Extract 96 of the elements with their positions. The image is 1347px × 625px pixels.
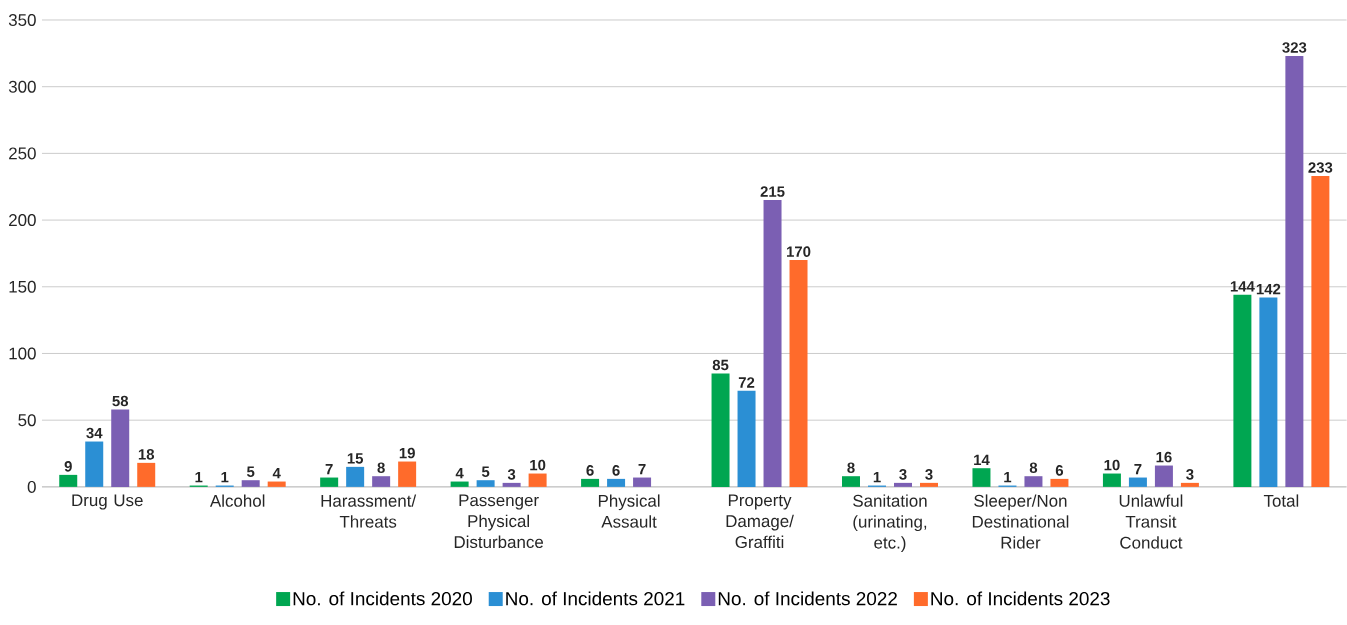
data-label: 10 — [1104, 459, 1120, 471]
bar — [476, 480, 495, 487]
data-label: 8 — [847, 462, 855, 474]
data-label: 9 — [64, 461, 72, 472]
data-label: 144 — [1230, 281, 1255, 292]
bar — [137, 462, 156, 487]
data-label: 7 — [325, 464, 333, 475]
y-tick-label: 200 — [9, 214, 36, 227]
data-label: 4 — [272, 468, 281, 479]
data-label: 233 — [1308, 162, 1333, 173]
bar — [842, 476, 860, 487]
bar — [894, 482, 912, 487]
data-label: 3 — [507, 469, 516, 480]
data-label: 3 — [899, 469, 907, 480]
x-tick-label: Unlawful Transit Conduct — [1119, 494, 1183, 549]
bar — [1259, 297, 1278, 487]
data-label: 170 — [787, 246, 811, 257]
bar — [59, 474, 78, 487]
data-label: 1 — [195, 472, 203, 483]
bar — [372, 476, 391, 487]
data-label: 85 — [712, 359, 729, 371]
bar — [1102, 473, 1121, 487]
data-label: 15 — [347, 453, 364, 464]
bar — [398, 461, 417, 487]
bar — [85, 441, 104, 487]
data-label: 18 — [138, 449, 155, 460]
data-label: 16 — [1156, 451, 1172, 463]
bar — [711, 373, 730, 487]
x-tick-label: Sanitation (urinating, etc.) — [853, 494, 927, 553]
bar — [1233, 294, 1252, 487]
bar — [346, 466, 365, 487]
x-tick-label: Physical Assault — [598, 494, 660, 528]
bar — [737, 390, 756, 487]
legend-label: No. of Incidents 2020 — [293, 591, 472, 606]
data-label: 323 — [1282, 42, 1307, 53]
data-label: 6 — [586, 465, 594, 476]
bar — [528, 473, 547, 487]
x-tick-label: Alcohol — [209, 494, 265, 507]
data-label: 7 — [1134, 464, 1142, 475]
y-tick-label: 100 — [9, 347, 36, 360]
data-label: 142 — [1256, 283, 1281, 295]
data-label: 7 — [638, 464, 646, 475]
x-tick-label: Passenger Physical Disturbance — [454, 494, 544, 549]
y-tick-label: 350 — [8, 14, 36, 27]
bar — [607, 478, 626, 487]
bar — [267, 481, 286, 487]
bar — [972, 468, 991, 487]
x-tick-label: Property Damage/ Graffiti — [726, 494, 794, 549]
bar — [450, 481, 469, 487]
legend-label: No. of Incidents 2022 — [718, 591, 897, 606]
x-tick-label: Total — [1263, 494, 1299, 507]
data-label: 10 — [530, 459, 546, 471]
data-label: 1 — [1004, 472, 1012, 483]
bar — [241, 480, 260, 487]
data-label: 1 — [221, 472, 229, 483]
data-label: 215 — [760, 186, 785, 197]
data-label: 6 — [612, 465, 620, 476]
data-label: 5 — [246, 466, 255, 478]
bar — [763, 200, 782, 487]
y-tick-label: 0 — [27, 480, 36, 493]
x-tick-label: Harassment/ Threats — [321, 494, 417, 528]
data-label: 72 — [738, 377, 755, 388]
bar — [320, 477, 339, 487]
bar — [111, 409, 130, 487]
bar — [1050, 478, 1069, 487]
y-tick-label: 250 — [9, 147, 36, 160]
data-label: 34 — [86, 427, 103, 439]
x-tick-label: Sleeper/Non Destinational Rider — [972, 494, 1069, 549]
bar — [1024, 476, 1043, 487]
y-tick-label: 150 — [9, 280, 36, 293]
data-label: 5 — [481, 466, 490, 478]
data-label: 4 — [455, 468, 464, 479]
data-label: 14 — [974, 454, 990, 466]
y-tick-label: 300 — [8, 80, 36, 93]
bar — [1154, 465, 1173, 487]
data-label: 8 — [377, 462, 385, 474]
data-label: 6 — [1055, 465, 1064, 476]
bar — [502, 482, 521, 487]
x-tick-label: Drug Use — [72, 494, 143, 510]
y-tick-label: 50 — [18, 414, 36, 427]
data-label: 1 — [873, 472, 881, 483]
data-label: 58 — [112, 395, 129, 407]
data-label: 8 — [1029, 462, 1038, 474]
bar — [1285, 56, 1304, 487]
data-label: 3 — [925, 469, 933, 480]
legend-label: No. of Incidents 2023 — [931, 591, 1110, 606]
bar — [789, 260, 808, 487]
bar — [581, 478, 600, 487]
bar — [1180, 482, 1199, 487]
legend-label: No. of Incidents 2021 — [506, 591, 685, 606]
bar — [633, 477, 652, 487]
bar — [1311, 176, 1330, 487]
bar — [1128, 477, 1147, 487]
data-label: 3 — [1186, 469, 1194, 480]
data-label: 19 — [399, 447, 415, 459]
bar — [919, 482, 938, 487]
